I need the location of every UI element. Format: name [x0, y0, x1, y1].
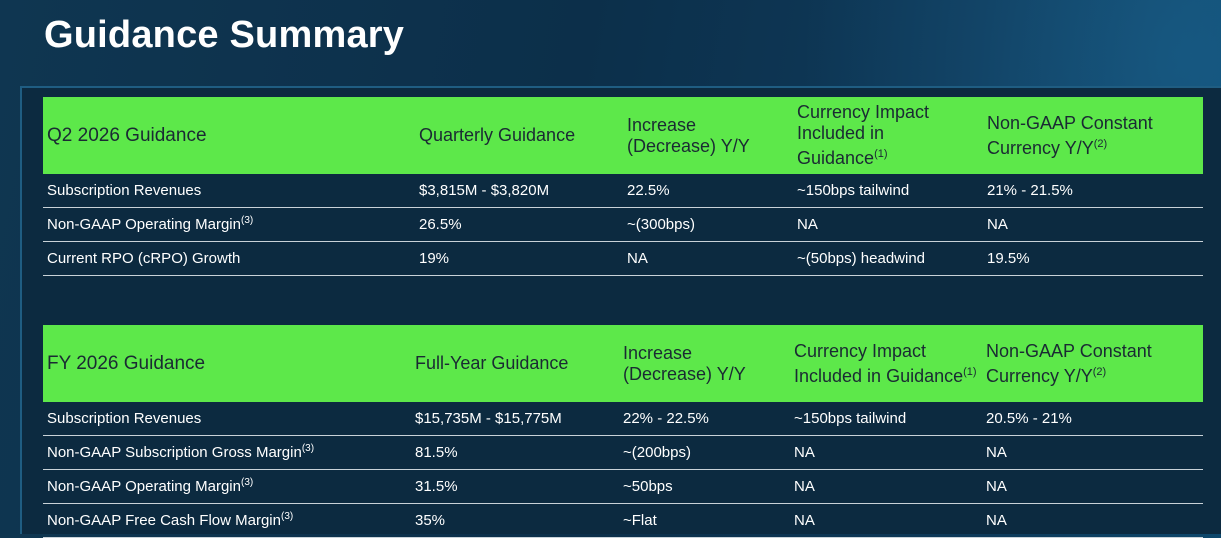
table-row: Non-GAAP Operating Margin(3) 31.5% ~50bp… [43, 469, 1203, 504]
row-increase: ~50bps [619, 469, 790, 504]
row-metric: Non-GAAP Subscription Gross Margin(3) [43, 435, 411, 470]
q2-header-period: Q2 2026 Guidance [47, 125, 207, 146]
row-guidance: 35% [411, 503, 619, 538]
row-increase: ~Flat [619, 503, 790, 538]
q2-header-constant-label: Non-GAAP Constant Currency Y/Y [987, 112, 1153, 158]
row-increase: ~(300bps) [623, 207, 793, 242]
table-row: Non-GAAP Operating Margin(3) 26.5% ~(300… [43, 207, 1203, 242]
row-constant: 21% - 21.5% [983, 174, 1203, 208]
q2-header-increase: Increase (Decrease) Y/Y [627, 114, 750, 156]
fy-header-constant-note: (2) [1092, 365, 1107, 378]
footnote-marker: (3) [240, 477, 254, 488]
fy-header-row: FY 2026 Guidance Full-Year Guidance Incr… [43, 325, 1203, 402]
metric-label: Current RPO (cRPO) Growth [47, 250, 241, 267]
row-currency: ~150bps tailwind [793, 174, 983, 208]
q2-header-constant-note: (2) [1093, 137, 1108, 150]
footnote-marker: (3) [301, 443, 315, 454]
row-constant: 20.5% - 21% [982, 402, 1203, 436]
row-increase: ~(200bps) [619, 435, 790, 470]
metric-label: Non-GAAP Free Cash Flow Margin [47, 512, 281, 529]
footnote-marker: (3) [280, 511, 294, 522]
row-currency: ~(50bps) headwind [793, 241, 983, 276]
row-guidance: 19% [415, 241, 623, 276]
metric-label: Non-GAAP Subscription Gross Margin [47, 444, 302, 461]
row-constant: NA [982, 503, 1203, 538]
row-currency: NA [793, 207, 983, 242]
row-metric: Non-GAAP Operating Margin(3) [43, 207, 415, 242]
fy-header-currency: Currency Impact Included in Guidance(1) [790, 325, 982, 402]
row-guidance: $15,735M - $15,775M [411, 402, 619, 436]
row-guidance: 81.5% [411, 435, 619, 470]
row-constant: 19.5% [983, 241, 1203, 276]
page-title: Guidance Summary [44, 14, 405, 56]
fy-header-constant: Non-GAAP Constant Currency Y/Y(2) [982, 325, 1203, 402]
row-guidance: 31.5% [411, 469, 619, 504]
table-row: Non-GAAP Free Cash Flow Margin(3) 35% ~F… [43, 503, 1203, 538]
row-constant: NA [982, 469, 1203, 504]
row-increase: 22% - 22.5% [619, 402, 790, 436]
row-currency: NA [790, 469, 982, 504]
fy-header-constant-label: Non-GAAP Constant Currency Y/Y [986, 340, 1152, 386]
row-increase: NA [623, 241, 793, 276]
table-row: Non-GAAP Subscription Gross Margin(3) 81… [43, 435, 1203, 470]
fy-header-increase: Increase (Decrease) Y/Y [623, 342, 746, 384]
row-metric: Non-GAAP Free Cash Flow Margin(3) [43, 503, 411, 538]
footnote-marker: (3) [240, 215, 254, 226]
row-constant: NA [983, 207, 1203, 242]
table-row: Current RPO (cRPO) Growth 19% NA ~(50bps… [43, 241, 1203, 276]
metric-label: Subscription Revenues [47, 410, 202, 427]
row-guidance: $3,815M - $3,820M [415, 174, 623, 208]
q2-header-row: Q2 2026 Guidance Quarterly Guidance Incr… [43, 97, 1203, 174]
q2-header-guidance: Quarterly Guidance [419, 125, 576, 145]
row-metric: Subscription Revenues [43, 174, 415, 208]
metric-label: Subscription Revenues [47, 182, 202, 199]
q2-header-currency-label: Currency Impact Included in Guidance [797, 102, 930, 168]
row-currency: ~150bps tailwind [790, 402, 982, 436]
row-increase: 22.5% [623, 174, 793, 208]
q2-header-currency: Currency Impact Included in Guidance(1) [793, 97, 983, 174]
metric-label: Non-GAAP Operating Margin [47, 216, 241, 233]
table-row: Subscription Revenues $3,815M - $3,820M … [43, 174, 1203, 208]
fy-header-currency-note: (1) [963, 365, 977, 378]
row-metric: Current RPO (cRPO) Growth [43, 241, 415, 276]
fy-guidance-table: FY 2026 Guidance Full-Year Guidance Incr… [43, 325, 1203, 538]
fy-header-currency-label: Currency Impact Included in Guidance [794, 340, 964, 386]
table-row: Subscription Revenues $15,735M - $15,775… [43, 402, 1203, 436]
fy-header-guidance: Full-Year Guidance [415, 353, 569, 373]
row-guidance: 26.5% [415, 207, 623, 242]
q2-header-constant: Non-GAAP Constant Currency Y/Y(2) [983, 97, 1203, 174]
fy-header-period: FY 2026 Guidance [47, 353, 206, 374]
metric-label: Non-GAAP Operating Margin [47, 478, 241, 495]
row-currency: NA [790, 503, 982, 538]
q2-guidance-table: Q2 2026 Guidance Quarterly Guidance Incr… [43, 97, 1203, 276]
row-constant: NA [982, 435, 1203, 470]
row-currency: NA [790, 435, 982, 470]
q2-header-currency-note: (1) [874, 148, 888, 160]
row-metric: Subscription Revenues [43, 402, 411, 436]
row-metric: Non-GAAP Operating Margin(3) [43, 469, 411, 504]
